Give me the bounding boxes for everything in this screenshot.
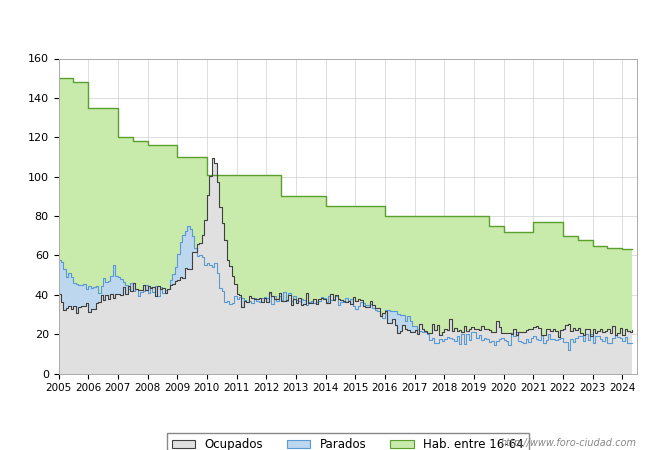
Text: Descargamaría - Evolucion de la poblacion en edad de Trabajar Mayo de 2024: Descargamaría - Evolucion de la poblacio… (34, 17, 616, 30)
Legend: Ocupados, Parados, Hab. entre 16-64: Ocupados, Parados, Hab. entre 16-64 (167, 433, 528, 450)
Text: http://www.foro-ciudad.com: http://www.foro-ciudad.com (501, 438, 637, 448)
